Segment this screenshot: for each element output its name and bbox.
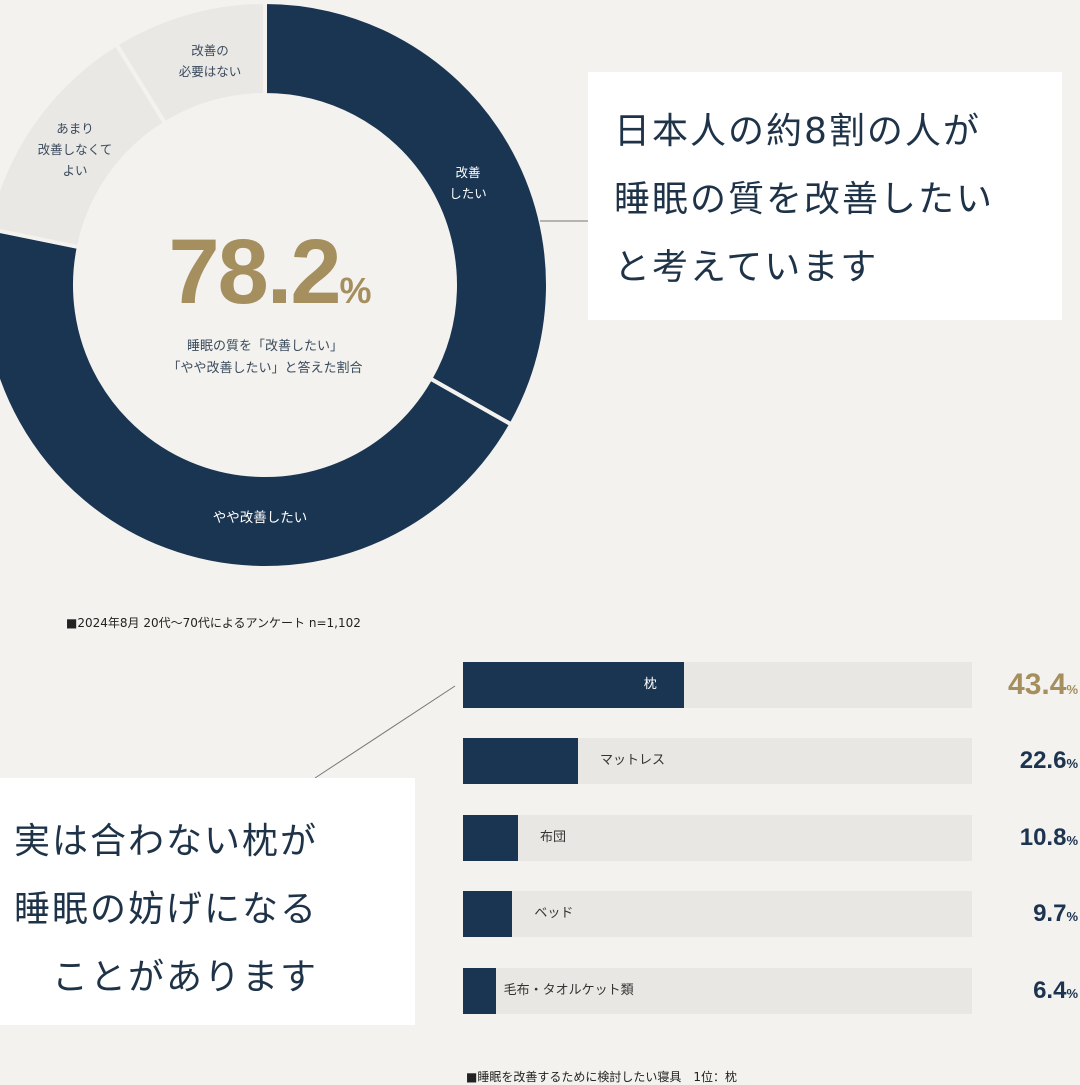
bar-value: 10.8% [1019, 824, 1078, 851]
bar-track: 毛布・タオルケット類 [463, 968, 972, 1014]
bar-value-unit: % [1066, 682, 1078, 697]
donut-segment [263, 0, 550, 428]
callout-line: 睡眠の妨げになる [14, 889, 319, 930]
bedding-note: ■睡眠を改善するために検討したい寝具 1位：枕 [466, 1070, 737, 1084]
survey-note: ■2024年8月 20代～70代によるアンケート n=1,102 [66, 616, 361, 630]
bar-value-unit: % [1066, 756, 1078, 771]
bar [463, 968, 496, 1014]
center-percentage: 78.2% [140, 220, 400, 325]
callout-line: 日本人の約8割の人が [614, 111, 981, 152]
segment-label-line: 改善しなくて [37, 142, 113, 157]
bar-label: マットレス [600, 753, 666, 768]
bar-label: 毛布・タオルケット類 [503, 983, 634, 998]
segment-label-kaizen-shitai: 改善 したい [428, 162, 508, 204]
bar-track: ベッド [463, 891, 972, 937]
segment-label-line: よい [62, 163, 88, 178]
bar-track: 布団 [463, 815, 972, 861]
bar-value-unit: % [1066, 909, 1078, 924]
bar-label: 枕 [643, 677, 657, 692]
center-unit: % [339, 270, 372, 311]
bar-value-unit: % [1066, 986, 1078, 1001]
bar-label: ベッド [534, 906, 574, 921]
center-caption: 睡眠の質を「改善したい」 「やや改善したい」と答えた割合 [120, 336, 410, 380]
bar-track: マットレス [463, 738, 972, 784]
callout-line: 睡眠の質を改善したい [614, 179, 995, 220]
callout-connector-bottom [314, 685, 456, 779]
bar-label: 布団 [539, 830, 566, 845]
donut-segment [113, 0, 267, 127]
callout-line: 実は合わない枕が [14, 821, 319, 862]
bar-value: 9.7% [1033, 900, 1078, 927]
bar-value-unit: % [1066, 833, 1078, 848]
bar [463, 662, 684, 708]
segment-label-amari: あまり 改善しなくて よい [20, 118, 130, 181]
bar [463, 738, 579, 784]
bar-value: 6.4% [1033, 977, 1078, 1004]
callout-top: 日本人の約8割の人が 睡眠の質を改善したい と考えています [588, 72, 1062, 320]
callout-line: ことがあります [14, 957, 319, 998]
caption-line: 「やや改善したい」と答えた割合 [167, 361, 363, 376]
segment-label-line: したい [449, 186, 487, 201]
callout-line: と考えています [614, 247, 879, 288]
center-value: 78.2 [168, 221, 341, 323]
segment-label-line: あまり [56, 121, 94, 136]
segment-label-line: 改善 [455, 165, 481, 180]
donut-segment [0, 228, 514, 570]
segment-label-line: 改善の [191, 43, 229, 58]
bar-value: 43.4% [1008, 668, 1078, 701]
bar-track: 枕 [463, 662, 972, 708]
bar [463, 815, 518, 861]
bar-value: 22.6% [1019, 747, 1078, 774]
segment-label-hitsuyou-nai: 改善の 必要はない [155, 40, 265, 82]
bar [463, 891, 513, 937]
segment-label-yaya: やや改善したい [212, 510, 308, 526]
segment-label-line: 必要はない [178, 64, 242, 79]
caption-line: 睡眠の質を「改善したい」 [186, 339, 343, 354]
callout-bottom: 実は合わない枕が 睡眠の妨げになる ことがあります [0, 778, 415, 1025]
